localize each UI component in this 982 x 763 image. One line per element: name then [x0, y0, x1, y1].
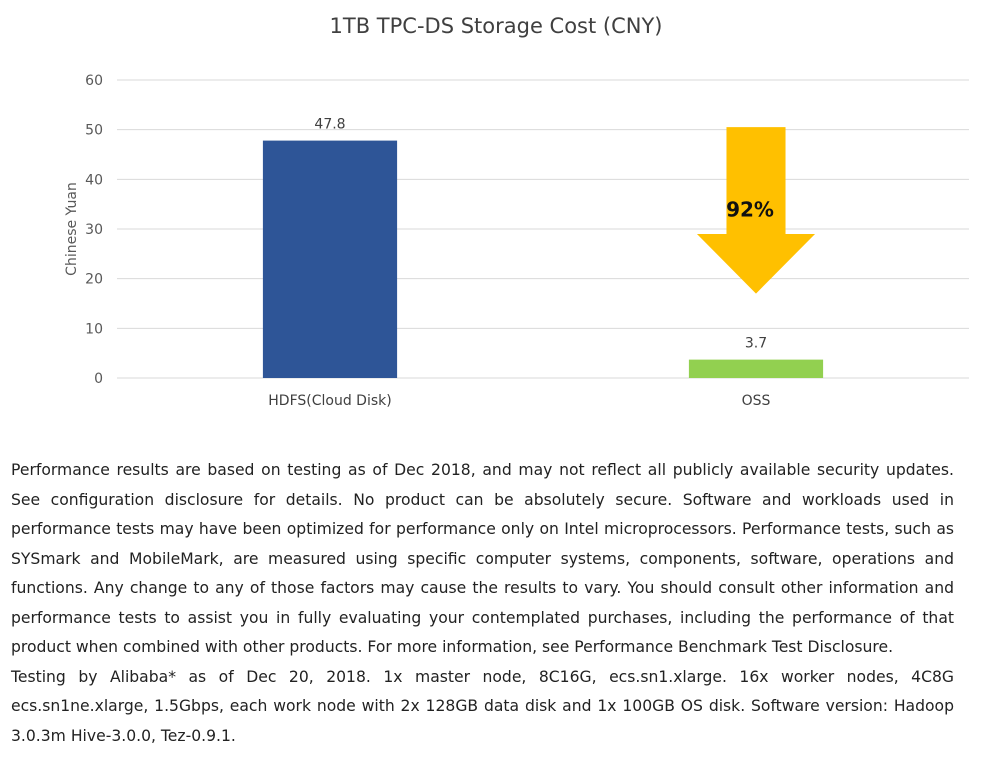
- gridlines: [117, 79, 969, 379]
- y-axis-title: Chinese Yuan: [64, 182, 80, 276]
- data-label: 3.7: [745, 336, 767, 352]
- y-tick-label: 10: [85, 321, 103, 337]
- data-label: 47.8: [314, 117, 345, 133]
- bars: [262, 140, 824, 378]
- y-axis-ticks: 0 10 20 30 40 50 60: [85, 73, 103, 387]
- footnote-test-config: Testing by Alibaba* as of Dec 20, 2018. …: [11, 667, 954, 745]
- y-tick-label: 30: [85, 222, 103, 238]
- bar-chart: 1TB TPC-DS Storage Cost (CNY) 0 10 20 30 40 5…: [64, 14, 969, 409]
- x-tick-label: HDFS(Cloud Disk): [268, 393, 391, 409]
- y-tick-label: 50: [85, 123, 103, 139]
- reduction-annotation: 92%: [696, 127, 816, 294]
- y-tick-label: 0: [94, 371, 103, 387]
- footnote: Performance results are based on testing…: [11, 456, 954, 751]
- y-tick-label: 60: [85, 73, 103, 89]
- y-tick-label: 40: [85, 172, 103, 188]
- reduction-percent-label: 92%: [726, 198, 774, 222]
- footnote-disclaimer: Performance results are based on testing…: [11, 461, 954, 656]
- data-labels: 47.8 3.7: [314, 117, 767, 352]
- y-tick-label: 20: [85, 272, 103, 288]
- chart-title: 1TB TPC-DS Storage Cost (CNY): [330, 14, 663, 38]
- x-axis-labels: HDFS(Cloud Disk) OSS: [268, 393, 770, 409]
- bar: [262, 140, 398, 378]
- x-tick-label: OSS: [742, 393, 771, 409]
- bar: [688, 359, 824, 378]
- down-arrow-icon: [696, 127, 816, 294]
